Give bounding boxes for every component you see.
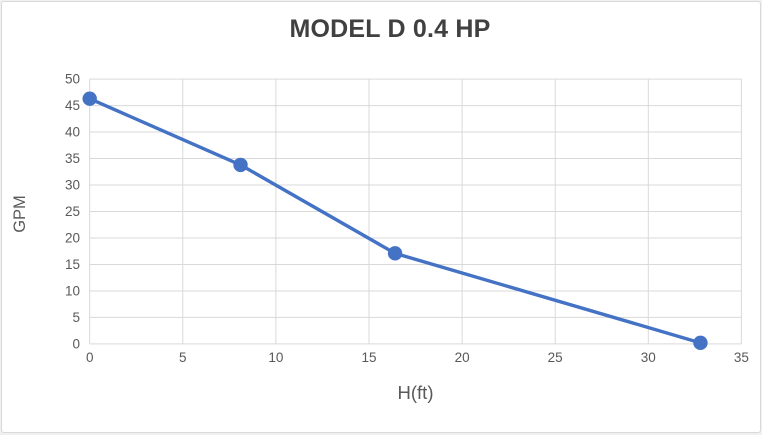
svg-text:20: 20 [65,230,80,245]
svg-text:10: 10 [65,283,80,298]
svg-text:GPM: GPM [11,195,29,233]
svg-text:35: 35 [65,151,80,166]
svg-text:30: 30 [641,350,656,365]
svg-text:30: 30 [65,177,80,192]
svg-text:5: 5 [179,350,187,365]
svg-text:0: 0 [72,336,80,351]
svg-text:25: 25 [548,350,563,365]
svg-text:5: 5 [72,310,80,325]
svg-text:0: 0 [86,350,94,365]
svg-text:H(ft): H(ft) [398,382,434,403]
svg-text:10: 10 [268,350,283,365]
svg-text:45: 45 [65,98,80,113]
svg-text:15: 15 [361,350,376,365]
svg-text:40: 40 [65,124,80,139]
svg-text:35: 35 [734,350,749,365]
svg-text:20: 20 [455,350,470,365]
svg-text:15: 15 [65,257,80,272]
svg-text:50: 50 [65,72,80,87]
svg-text:25: 25 [65,204,80,219]
